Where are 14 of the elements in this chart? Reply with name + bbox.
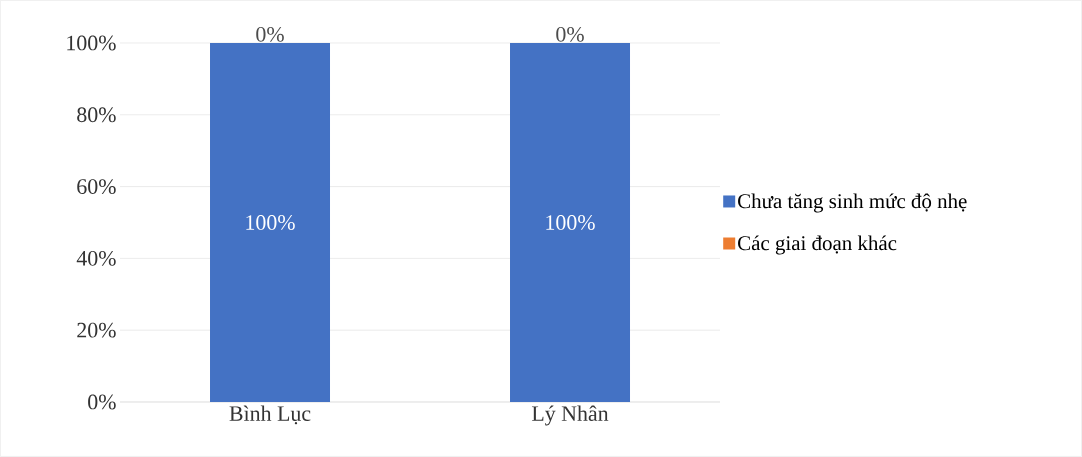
- y-tick-label: 80%: [77, 107, 116, 123]
- legend-label: Các giai đoạn khác: [738, 235, 897, 255]
- y-tick-label: 60%: [77, 179, 116, 195]
- x-tick-label: Lý Nhân: [531, 405, 609, 426]
- data-label: 100%: [546, 215, 595, 230]
- y-tick-label: 100%: [67, 35, 116, 51]
- y-tick-label: 20%: [77, 322, 116, 338]
- data-label: 0%: [256, 26, 284, 42]
- x-tick-label: Bình Lục: [229, 405, 311, 425]
- y-tick-label: 40%: [76, 250, 116, 266]
- data-label: 100%: [246, 215, 295, 230]
- y-tick-label: 0%: [88, 394, 116, 410]
- legend-label: Chưa tăng sinh mức độ nhẹ: [738, 193, 967, 213]
- data-label: 0%: [556, 26, 584, 42]
